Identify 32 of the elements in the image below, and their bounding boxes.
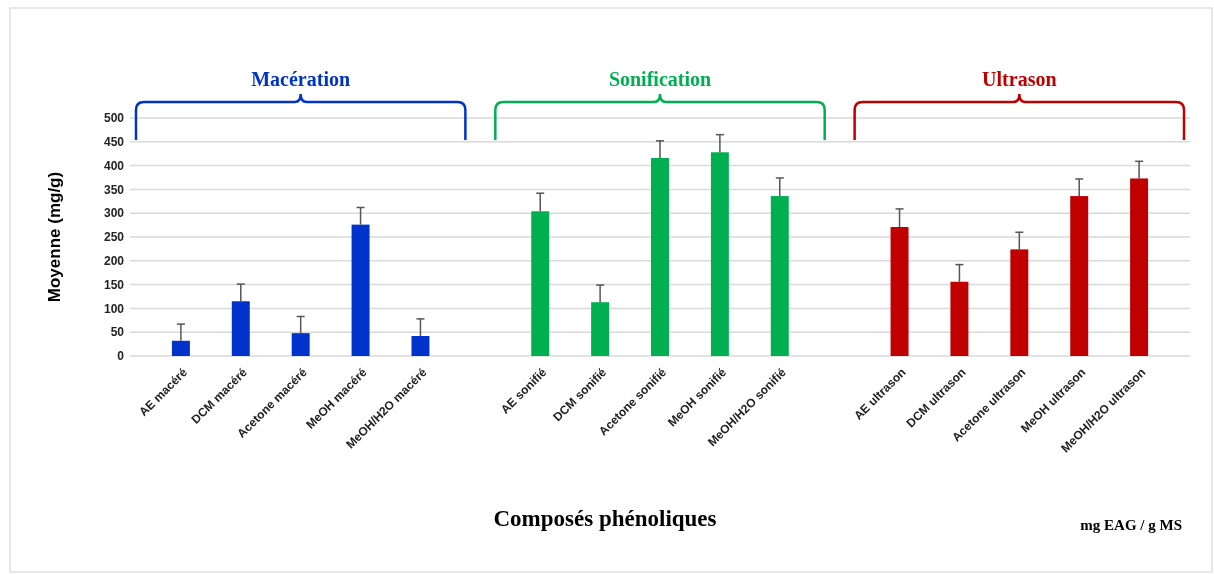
x-axis-title: Composés phénoliques <box>493 506 717 531</box>
bar <box>1070 196 1089 356</box>
text: Sonification <box>608 68 712 90</box>
y-tick-label: 150 <box>103 277 125 292</box>
bar <box>1010 249 1029 356</box>
text: Macération <box>251 68 351 90</box>
y-tick-label: 400 <box>103 158 125 173</box>
bar <box>171 340 190 356</box>
y-tick-label: 50 <box>110 325 125 340</box>
bar <box>351 224 370 356</box>
y-tick-label: 250 <box>103 230 125 245</box>
text: Ultrason <box>982 68 1057 90</box>
bar <box>231 301 250 356</box>
bar <box>411 336 430 356</box>
bar <box>531 211 550 356</box>
text: mg EAG / g MS <box>1080 517 1182 533</box>
y-tick-label: 350 <box>103 182 125 197</box>
y-axis-title: Moyenne (mg/g) <box>45 171 64 303</box>
bar <box>770 196 789 356</box>
y-tick-label: 100 <box>103 301 125 316</box>
y-tick-label: 200 <box>103 254 125 268</box>
y-tick-label: 500 <box>103 111 125 126</box>
y-tick-label: 0 <box>117 349 125 364</box>
y-tick-label: 300 <box>103 206 125 221</box>
bar <box>1130 178 1149 356</box>
bar <box>710 152 729 356</box>
bar <box>291 333 310 356</box>
bar <box>651 157 669 356</box>
y-tick-label: 450 <box>103 135 125 149</box>
bar <box>591 302 610 356</box>
bar <box>890 227 909 356</box>
bar <box>950 281 969 356</box>
